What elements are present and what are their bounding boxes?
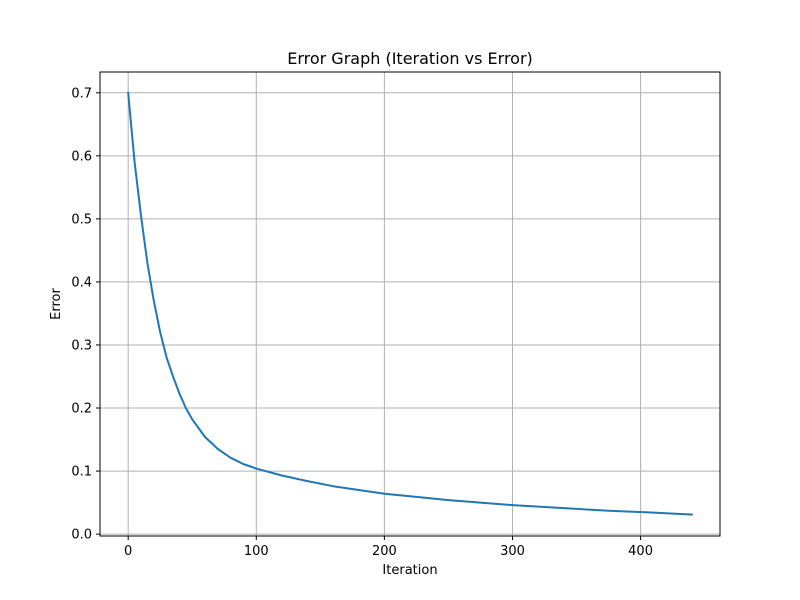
y-tick-label: 0.2 [71, 402, 92, 417]
plot-frame [99, 71, 721, 537]
series-line [127, 91, 693, 516]
chart-title: Error Graph (Iteration vs Error) [287, 49, 533, 68]
x-tick-label: 0 [124, 544, 132, 559]
y-tick-label: 0.0 [71, 528, 92, 543]
y-tick-label: 0.7 [71, 86, 92, 101]
x-tick-label: 300 [500, 544, 525, 559]
y-tick-label: 0.1 [71, 465, 92, 480]
x-axis-label: Iteration [382, 563, 437, 578]
y-tick-label: 0.5 [71, 212, 92, 227]
y-tick-label: 0.6 [71, 149, 92, 164]
x-tick-label: 400 [628, 544, 653, 559]
y-axis-label: Error [49, 288, 64, 320]
y-tick-label: 0.3 [71, 338, 92, 353]
x-tick-label: 100 [244, 544, 269, 559]
x-tick-label: 200 [372, 544, 397, 559]
y-tick-label: 0.4 [71, 275, 92, 290]
